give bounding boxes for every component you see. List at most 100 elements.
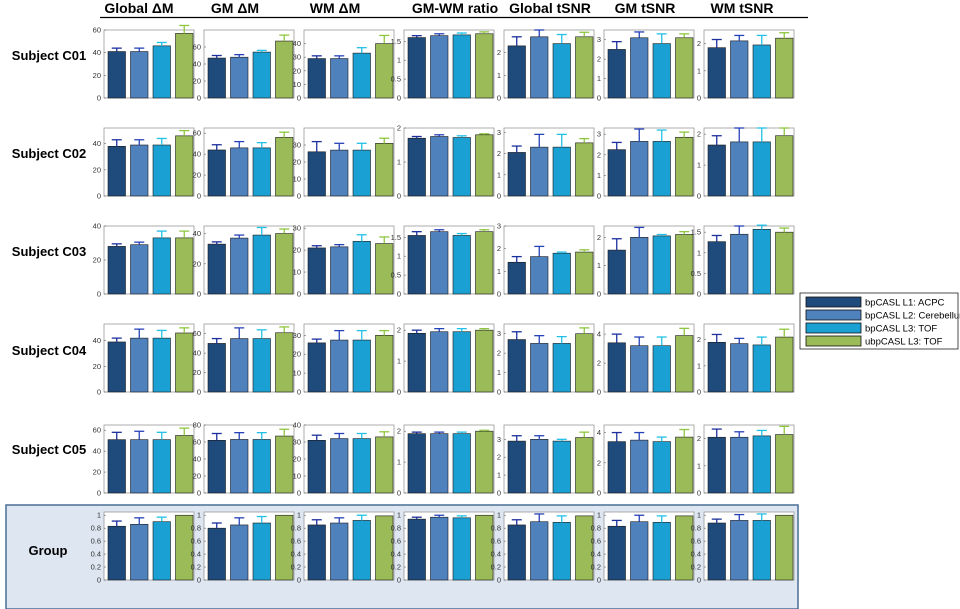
chart-panels: 0204060020406001020304000.511.5012012301… (91, 24, 795, 585)
y-tick-label: 1 (697, 161, 701, 170)
panel-subject-c05-gm-wm-ratio: 0 1 2 (397, 424, 495, 498)
y-tick-label: 2 (597, 359, 601, 368)
bar-bpcasl-l1-acpc (307, 58, 326, 99)
y-tick-label: 0 (97, 290, 101, 299)
panel-subject-c02-wm-m: 0 10 20 30 (293, 127, 395, 201)
bar-ubpcasl-l3-tof (575, 333, 594, 393)
y-tick-label: 3 (597, 130, 601, 139)
panel-group-wm-tsnr: 0 0.2 0.4 0.6 0.8 1 (691, 511, 795, 585)
y-tick-label: 0 (597, 576, 601, 585)
y-tick-label: 0.6 (91, 537, 101, 546)
bar-bpcasl-l2-cerebellum (530, 521, 549, 581)
bar-bpcasl-l2-cerebellum (130, 144, 149, 197)
bar-bpcasl-l2-cerebellum (430, 35, 449, 99)
panel-frame (303, 225, 395, 295)
y-tick-label: 1 (697, 66, 701, 75)
y-tick-label: 1 (397, 158, 401, 167)
bar-bpcasl-l3-tof (352, 339, 371, 393)
y-tick-label: 0 (697, 388, 701, 397)
y-tick-label: 0 (597, 94, 601, 103)
bar-ubpcasl-l3-tof (375, 243, 394, 295)
y-tick-label: 30 (293, 141, 301, 150)
bar-bpcasl-l3-tof (652, 235, 671, 295)
legend-label-bpcasl-l2-cerebellum: bpCASL L2: Cerebellum (865, 311, 960, 322)
bar-ubpcasl-l3-tof (475, 33, 494, 99)
bar-ubpcasl-l3-tof (175, 435, 194, 494)
y-tick-label: 40 (193, 229, 201, 238)
bar-ubpcasl-l3-tof (375, 436, 394, 494)
bar-ubpcasl-l3-tof (175, 514, 194, 581)
y-tick-label: 0 (497, 290, 501, 299)
panel-subject-c05-global-tsnr: 0 1 2 3 (497, 424, 595, 498)
bar-bpcasl-l1-acpc (607, 342, 626, 393)
panel-frame (103, 29, 195, 99)
bar-bpcasl-l2-cerebellum (230, 147, 249, 197)
bar-ubpcasl-l3-tof (275, 514, 294, 581)
y-tick-label: 40 (193, 60, 201, 69)
y-tick-label: 40 (193, 150, 201, 159)
bar-bpcasl-l3-tof (752, 228, 771, 295)
bar-bpcasl-l2-cerebellum (230, 237, 249, 295)
y-tick-label: 0 (97, 192, 101, 201)
panel-subject-c02-global-tsnr: 0 1 2 3 (497, 127, 595, 201)
bar-ubpcasl-l3-tof (775, 514, 794, 581)
y-tick-label: 2 (397, 326, 401, 335)
bar-bpcasl-l2-cerebellum (730, 141, 749, 197)
row-labels: Subject C01 Subject C02 Subject C03 Subject… (12, 48, 87, 558)
y-tick-label: 10 (293, 268, 301, 277)
y-tick-label: 40 (93, 336, 101, 345)
y-tick-label: 0 (697, 576, 701, 585)
bar-bpcasl-l2-cerebellum (530, 36, 549, 99)
bar-ubpcasl-l3-tof (375, 335, 394, 393)
y-tick-label: 0.8 (291, 524, 301, 533)
y-tick-label: 1.5 (391, 233, 401, 242)
panel-frame (403, 225, 495, 295)
y-tick-label: 0.6 (491, 537, 501, 546)
bar-bpcasl-l3-tof (152, 439, 171, 494)
bar-bpcasl-l1-acpc (407, 137, 426, 197)
bar-bpcasl-l2-cerebellum (130, 51, 149, 99)
bar-bpcasl-l1-acpc (607, 49, 626, 99)
panel-subject-c04-global-m: 0 20 40 (93, 323, 195, 397)
y-tick-label: 10 (293, 175, 301, 184)
bar-bpcasl-l1-acpc (207, 57, 226, 99)
bar-ubpcasl-l3-tof (675, 136, 694, 197)
panel-subject-c05-wm-tsnr: 0 1 2 (697, 424, 795, 498)
legend: bpCASL L1: ACPC bpCASL L2: Cerebellum bpCA… (799, 292, 960, 350)
bar-bpcasl-l1-acpc (307, 151, 326, 197)
y-tick-label: 0 (97, 489, 101, 498)
y-tick-label: 0.5 (391, 75, 401, 84)
y-tick-label: 0 (197, 489, 201, 498)
legend-swatch-bpcasl-l2-cerebellum (805, 309, 862, 321)
bar-bpcasl-l1-acpc (307, 342, 326, 393)
panel-frame (703, 225, 795, 295)
bar-bpcasl-l2-cerebellum (330, 246, 349, 295)
bar-bpcasl-l3-tof (652, 43, 671, 99)
y-tick-label: 0 (697, 290, 701, 299)
y-tick-label: 0.2 (491, 563, 501, 572)
bar-bpcasl-l1-acpc (207, 149, 226, 197)
panel-subject-c04-global-tsnr: 0 1 2 3 (497, 323, 595, 397)
y-tick-label: 20 (193, 472, 201, 481)
column-titles: Global ΔM GM ΔM WM ΔM GM-WM ratio Global tSN… (104, 0, 773, 16)
y-tick-label: 1 (397, 252, 401, 261)
y-tick-label: 0 (397, 192, 401, 201)
panel-frame (703, 424, 795, 494)
y-tick-label: 4 (597, 330, 601, 339)
bar-bpcasl-l2-cerebellum (230, 56, 249, 99)
bar-bpcasl-l3-tof (252, 522, 271, 581)
bar-bpcasl-l1-acpc (507, 261, 526, 295)
y-tick-label: 60 (193, 43, 201, 52)
panel-group-global-tsnr: 0 0.2 0.4 0.6 0.8 1 (491, 511, 595, 585)
y-tick-label: 0 (297, 94, 301, 103)
y-tick-label: 0 (397, 94, 401, 103)
y-tick-label: 0 (497, 192, 501, 201)
y-tick-label: 20 (293, 350, 301, 359)
y-tick-label: 0 (497, 94, 501, 103)
y-tick-label: 10 (293, 369, 301, 378)
panel-subject-c04-gm-m: 0 20 40 60 (193, 323, 295, 397)
bar-bpcasl-l2-cerebellum (530, 256, 549, 295)
y-tick-label: 0 (197, 290, 201, 299)
y-tick-label: 0.2 (291, 563, 301, 572)
y-tick-label: 3 (497, 435, 501, 444)
